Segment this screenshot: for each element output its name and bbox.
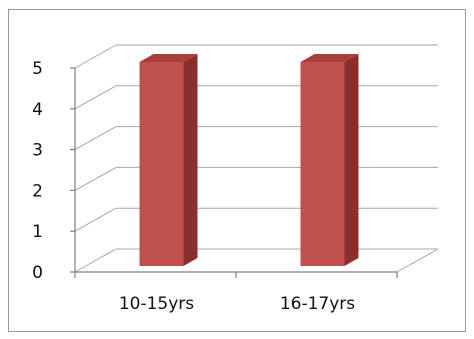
gridline-side-3	[74, 126, 117, 151]
bar-0	[139, 54, 198, 266]
bar-1	[300, 54, 359, 266]
gridline-side-4	[74, 85, 117, 110]
y-tick-labels: 0 1 2 3 4 5	[32, 59, 43, 283]
x-category-labels: 10-15yrs 16-17yrs	[119, 294, 355, 314]
bar-side-face	[183, 54, 198, 266]
gridline-side-1	[74, 207, 117, 232]
y-tick-label-4: 4	[32, 100, 43, 120]
x-category-label-1: 16-17yrs	[280, 294, 355, 314]
x-category-label-0: 10-15yrs	[119, 294, 194, 314]
gridline-side-2	[74, 166, 117, 191]
y-tick-label-5: 5	[32, 59, 43, 79]
bar-front-face	[139, 62, 184, 266]
gridline-side-0	[74, 248, 117, 273]
y-tick-label-0: 0	[32, 263, 43, 283]
y-tick-label-2: 2	[32, 181, 43, 201]
gridlines	[74, 44, 439, 273]
gridline-side-5	[74, 44, 117, 69]
bars	[139, 54, 359, 266]
axes	[70, 67, 398, 278]
bar-top-face	[139, 54, 198, 62]
bar-top-face	[300, 54, 359, 62]
y-tick-label-3: 3	[32, 141, 43, 161]
bar-side-face	[344, 54, 359, 266]
floor-right-edge	[396, 248, 439, 273]
bar-front-face	[300, 62, 345, 266]
y-tick-label-1: 1	[32, 222, 43, 242]
